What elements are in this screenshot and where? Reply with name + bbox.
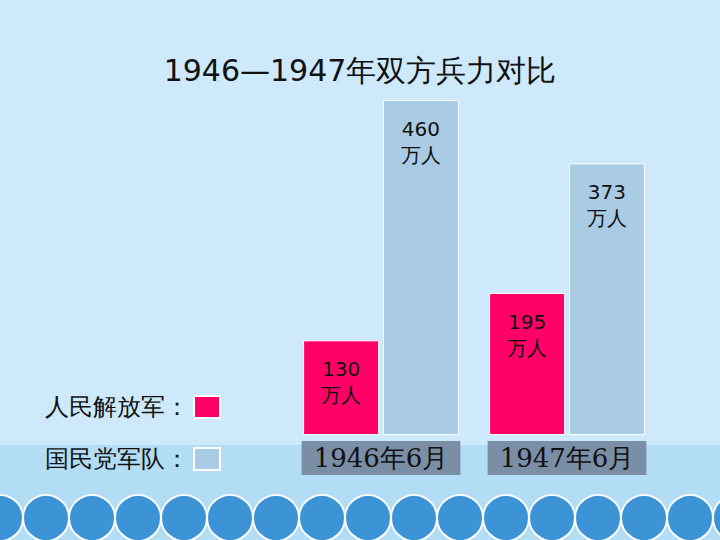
svg-text:373: 373: [588, 180, 626, 204]
svg-text:460: 460: [402, 117, 440, 141]
svg-text:130: 130: [322, 357, 360, 381]
svg-text:1946年6月: 1946年6月: [314, 443, 449, 473]
svg-text:万人: 万人: [587, 206, 627, 230]
svg-text:1946—1947年双方兵力对比: 1946—1947年双方兵力对比: [164, 53, 557, 88]
svg-text:1947年6月: 1947年6月: [500, 443, 635, 473]
svg-text:万人: 万人: [507, 336, 547, 360]
svg-text:国民党军队：: 国民党军队：: [45, 445, 189, 473]
svg-text:万人: 万人: [401, 143, 441, 167]
svg-text:人民解放军：: 人民解放军：: [45, 393, 189, 421]
svg-text:万人: 万人: [321, 383, 361, 407]
svg-text:195: 195: [508, 310, 546, 334]
